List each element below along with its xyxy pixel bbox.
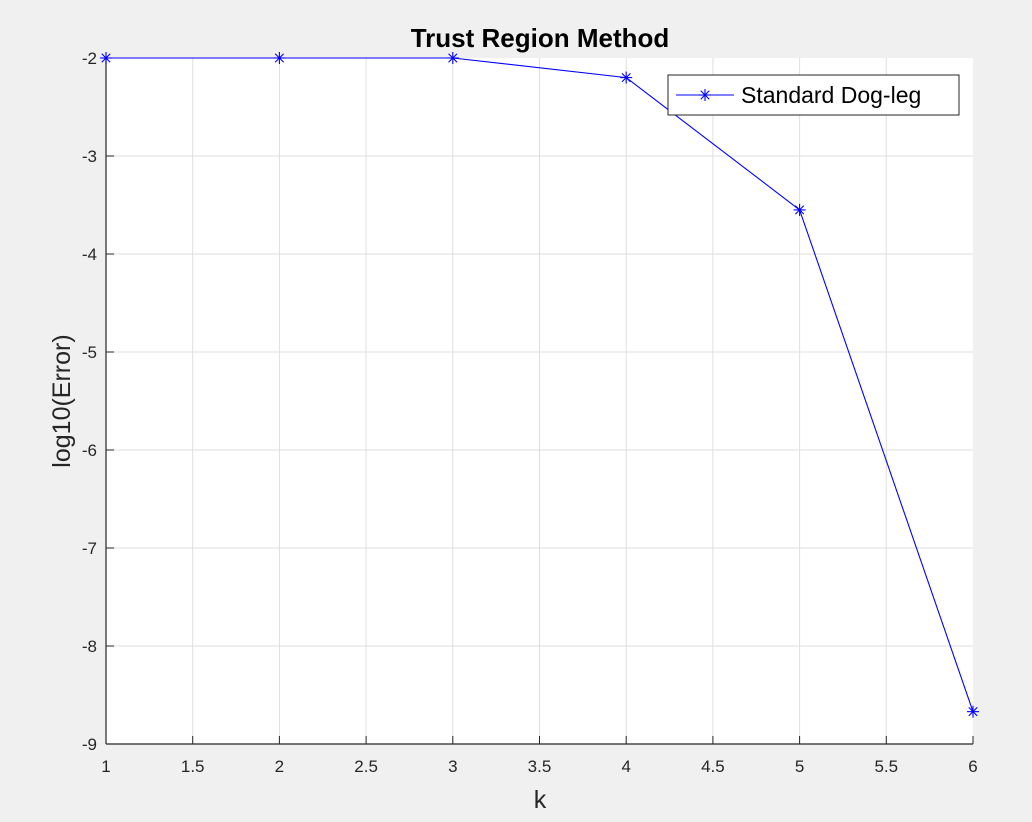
chart-title: Trust Region Method xyxy=(411,23,670,53)
x-tick-label: 2 xyxy=(275,757,284,776)
legend: Standard Dog-leg xyxy=(667,74,960,116)
marker-stroke xyxy=(700,90,710,100)
grid xyxy=(106,58,973,744)
x-tick-label: 4.5 xyxy=(701,757,725,776)
legend-marker xyxy=(699,89,711,101)
data-point xyxy=(100,52,112,64)
marker-stroke xyxy=(274,53,285,63)
x-tick-label: 5.5 xyxy=(874,757,898,776)
marker-stroke xyxy=(794,205,805,215)
legend-label: Standard Dog-leg xyxy=(741,82,921,108)
marker-stroke xyxy=(621,72,631,83)
marker-stroke xyxy=(101,53,111,63)
x-tick-label: 2.5 xyxy=(354,757,378,776)
x-axis-title: k xyxy=(534,786,547,814)
data-point xyxy=(620,71,633,84)
y-tick-label: -4 xyxy=(82,245,97,264)
y-tick-label: -3 xyxy=(82,147,97,166)
y-tick-label: -6 xyxy=(82,441,97,460)
data-point xyxy=(446,52,459,64)
y-tick-label: -9 xyxy=(82,735,97,754)
marker-stroke xyxy=(968,707,978,717)
y-tick-label: -5 xyxy=(82,343,97,362)
x-tick-label: 3.5 xyxy=(528,757,552,776)
marker-stroke xyxy=(448,53,458,63)
series-line xyxy=(106,57,974,712)
x-tick-label: 6 xyxy=(968,757,977,776)
y-tick-label: -7 xyxy=(82,539,97,558)
series-layer xyxy=(100,52,979,718)
x-tick-label: 1 xyxy=(101,757,110,776)
data-point xyxy=(793,203,806,216)
y-tick-label: -2 xyxy=(82,49,97,68)
y-tick-label: -8 xyxy=(82,637,97,656)
ticks: 1 1.5 2 2.5 3 3.5 4 4.5 5 5.5 6 -9 -8 -7 -6 -5 -4 -3 -2 xyxy=(82,49,978,776)
x-tick-label: 4 xyxy=(621,757,630,776)
x-tick-label: 3 xyxy=(448,757,457,776)
x-tick-label: 5 xyxy=(795,757,804,776)
data-point xyxy=(273,52,286,64)
data-point xyxy=(967,705,979,718)
y-axis-title: log10(Error) xyxy=(48,334,76,467)
x-tick-label: 1.5 xyxy=(181,757,205,776)
